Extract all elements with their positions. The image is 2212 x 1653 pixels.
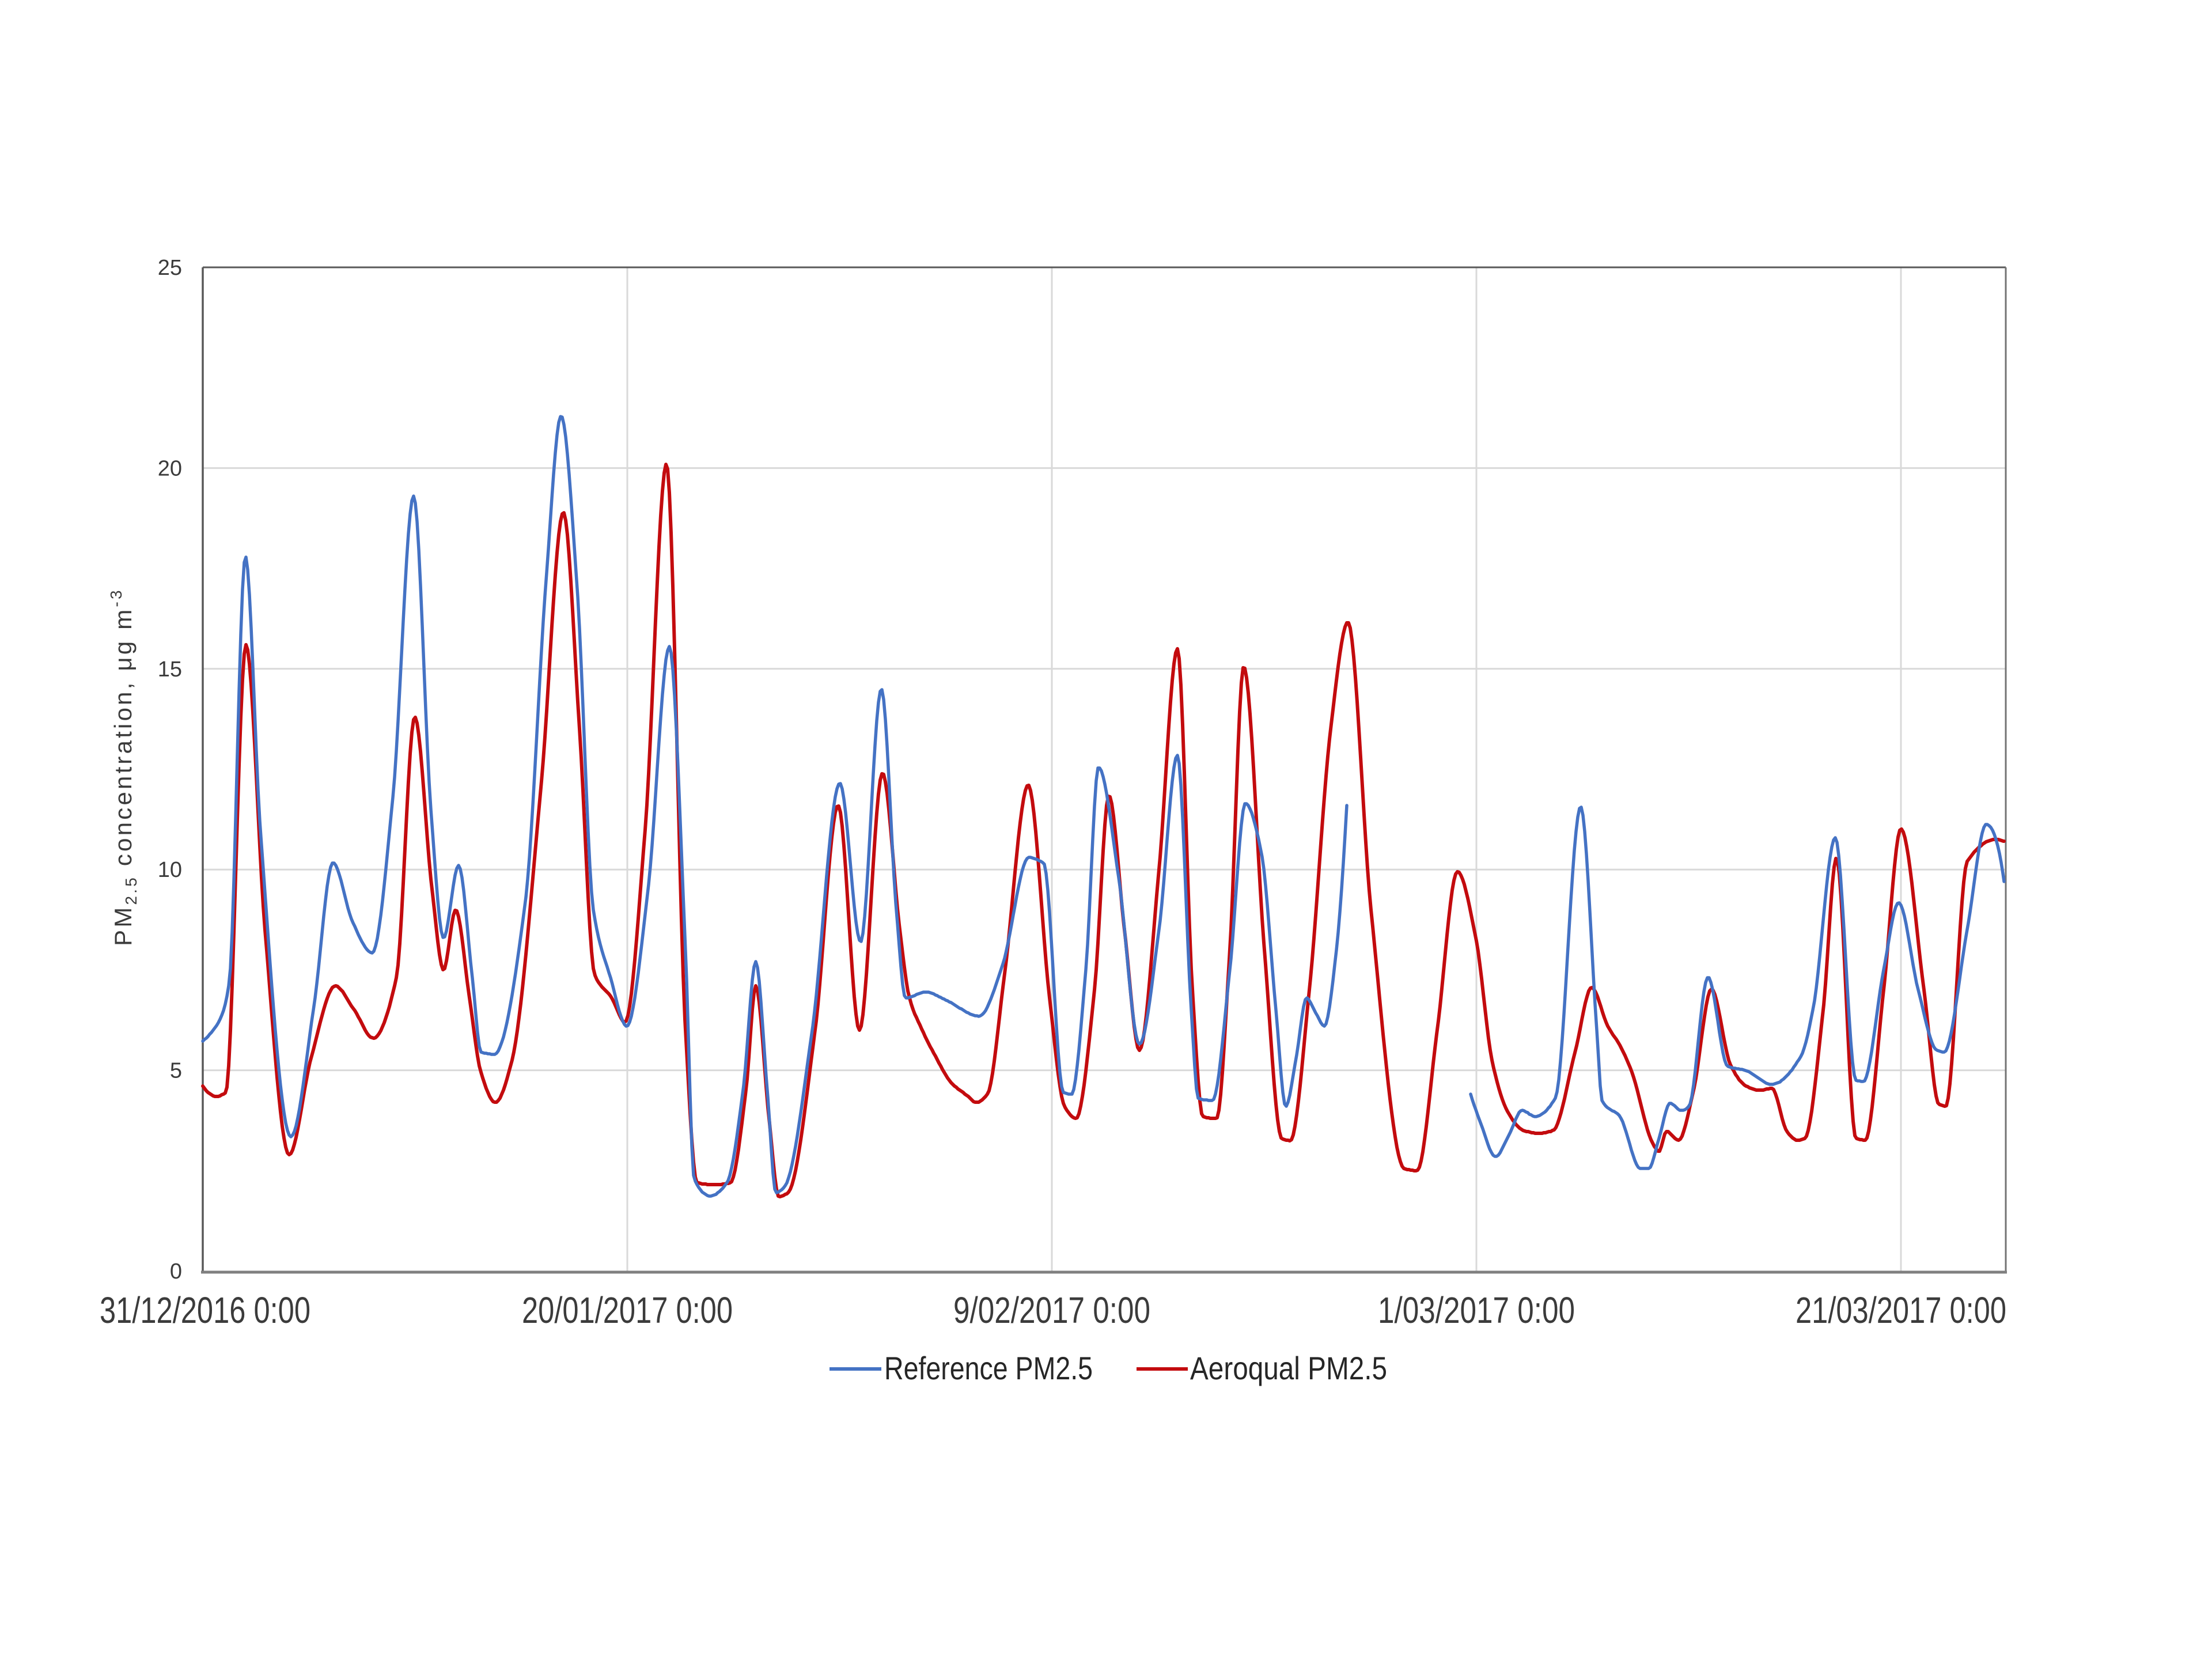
svg-text:25: 25 — [158, 256, 182, 280]
svg-text:21/03/2017 0:00: 21/03/2017 0:00 — [1796, 1289, 2006, 1331]
svg-text:15: 15 — [158, 657, 182, 682]
svg-text:PM2.5 concentration, μg m-3: PM2.5 concentration, μg m-3 — [107, 588, 140, 946]
svg-text:1/03/2017 0:00: 1/03/2017 0:00 — [1378, 1289, 1575, 1331]
svg-text:31/12/2016 0:00: 31/12/2016 0:00 — [100, 1289, 310, 1331]
svg-text:10: 10 — [158, 858, 182, 882]
svg-text:20/01/2017 0:00: 20/01/2017 0:00 — [522, 1289, 733, 1331]
svg-text:0: 0 — [170, 1259, 182, 1284]
svg-text:Aeroqual PM2.5: Aeroqual PM2.5 — [1190, 1350, 1387, 1386]
svg-text:9/02/2017 0:00: 9/02/2017 0:00 — [953, 1289, 1150, 1331]
svg-text:20: 20 — [158, 456, 182, 481]
svg-text:5: 5 — [170, 1059, 182, 1083]
svg-text:Reference PM2.5: Reference PM2.5 — [884, 1350, 1093, 1386]
